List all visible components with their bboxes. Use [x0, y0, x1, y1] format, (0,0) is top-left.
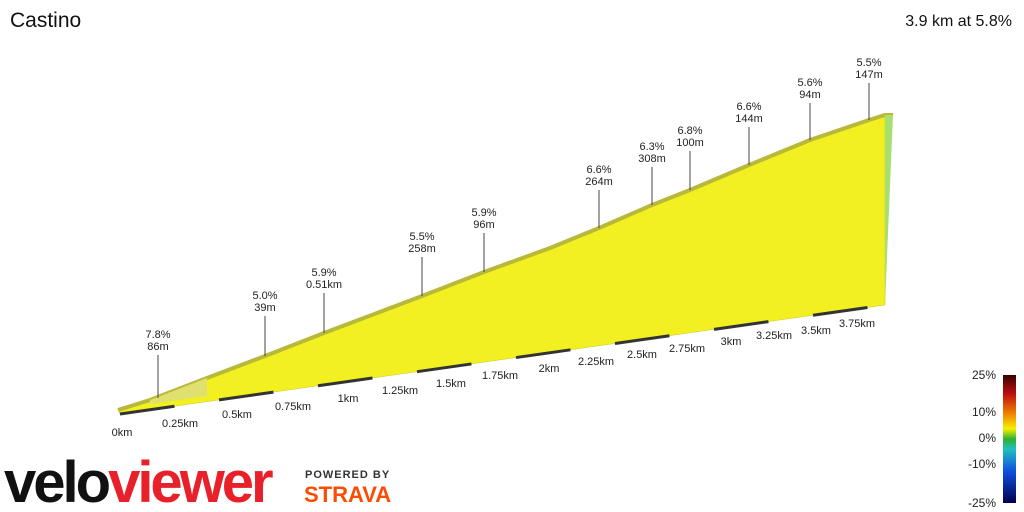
- distance-label: 1.75km: [482, 370, 518, 382]
- gradient-legend: 25% 10% 0% -10% -25%: [968, 368, 996, 510]
- logo: veloviewer: [4, 450, 273, 512]
- annotation-gradient: 5.9%: [311, 267, 336, 279]
- distance-label: 3km: [721, 336, 742, 348]
- strava-logo: STRAVA: [304, 482, 391, 507]
- summary: 3.9 km at 5.8%: [905, 13, 1012, 30]
- annotation-gradient: 6.6%: [586, 164, 611, 176]
- powered-by: POWERED BY: [305, 469, 390, 481]
- distance-label: 2.5km: [627, 349, 657, 361]
- annotation-detail: 100m: [676, 137, 704, 149]
- gradient-scale: [1003, 375, 1016, 503]
- distance-label: 3.5km: [801, 325, 831, 337]
- annotation-gradient: 5.9%: [471, 207, 496, 219]
- annotation-detail: 86m: [147, 341, 168, 353]
- annotation-gradient: 6.6%: [736, 101, 761, 113]
- profile-start: [150, 378, 207, 404]
- logo-velo: velo: [4, 450, 110, 512]
- annotation-gradient: 5.0%: [252, 290, 277, 302]
- distance-label: 2.75km: [669, 343, 705, 355]
- distance-label: 1.25km: [382, 385, 418, 397]
- annotation-gradient: 6.8%: [677, 125, 702, 137]
- annotation-detail: 147m: [855, 69, 883, 81]
- annotation-gradient: 7.8%: [145, 329, 170, 341]
- annotations: 7.8%86m5.0%39m5.9%0.51km5.5%258m5.9%96m6…: [145, 57, 883, 398]
- annotation-detail: 96m: [473, 219, 494, 231]
- profile-ridge: [117, 113, 893, 412]
- logo-viewer: viewer: [108, 450, 273, 512]
- baseline: [119, 303, 886, 416]
- distance-label: 3.75km: [839, 318, 875, 330]
- distance-label: 2km: [539, 363, 560, 375]
- annotation-gradient: 5.5%: [409, 231, 434, 243]
- annotation-gradient: 5.6%: [797, 77, 822, 89]
- profile-side: [885, 115, 893, 305]
- legend-label: -10%: [968, 457, 996, 471]
- annotation-detail: 0.51km: [306, 279, 342, 291]
- distance-label: 2.25km: [578, 356, 614, 368]
- distance-label: 0.5km: [222, 409, 252, 421]
- distance-label: 0.75km: [275, 401, 311, 413]
- distance-label: 1km: [338, 393, 359, 405]
- distance-label: 1.5km: [436, 378, 466, 390]
- legend-label: 25%: [972, 368, 996, 382]
- distance-label: 0.25km: [162, 418, 198, 430]
- distance-label: 0km: [112, 427, 133, 439]
- annotation-gradient: 5.5%: [856, 57, 881, 69]
- legend-label: -25%: [968, 496, 996, 510]
- annotation-detail: 94m: [799, 89, 820, 101]
- annotation-detail: 258m: [408, 243, 436, 255]
- title: Castino: [10, 9, 81, 32]
- annotation-detail: 264m: [585, 176, 613, 188]
- annotation-gradient: 6.3%: [639, 141, 664, 153]
- legend-label: 10%: [972, 405, 996, 419]
- annotation-detail: 39m: [254, 302, 275, 314]
- legend-label: 0%: [979, 431, 997, 445]
- distance-axis: 0km 0.25km 0.5km 0.75km 1km 1.25km 1.5km 1.75km…: [112, 318, 875, 439]
- annotation-detail: 308m: [638, 153, 666, 165]
- annotation-detail: 144m: [735, 113, 763, 125]
- distance-label: 3.25km: [756, 330, 792, 342]
